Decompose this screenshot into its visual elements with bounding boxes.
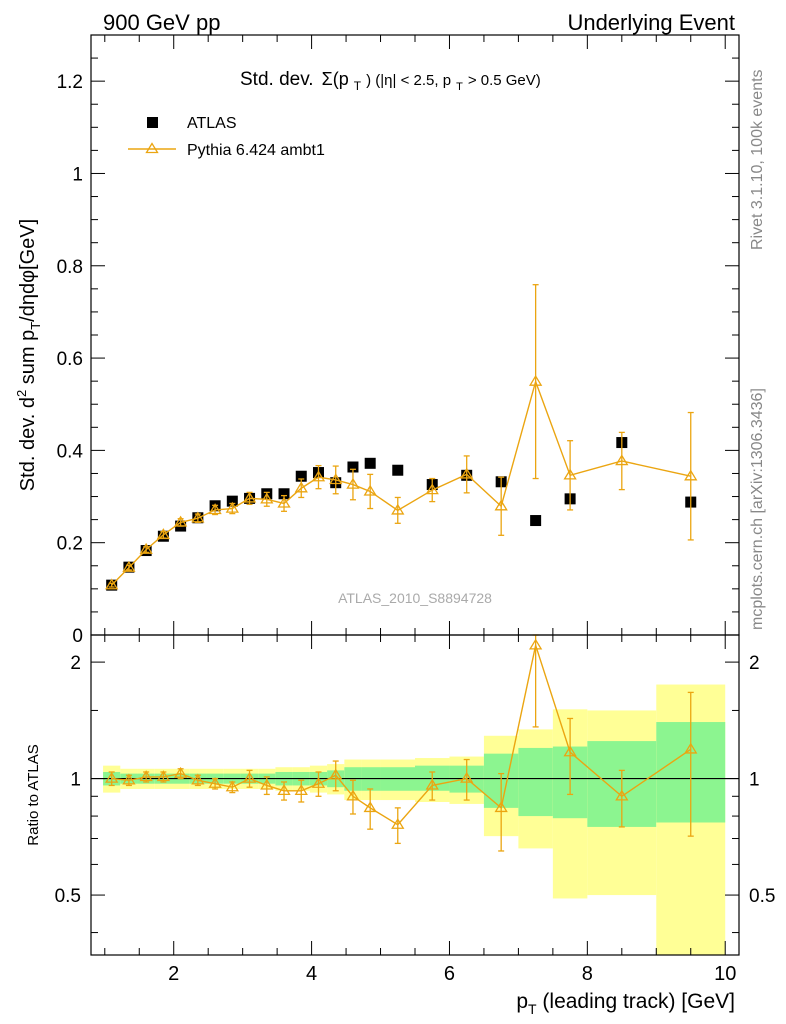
pythia-ratio-point — [425, 778, 439, 790]
ratio-xtick-label: 2 — [168, 963, 179, 985]
atlas-point — [295, 470, 307, 482]
pythia-point — [105, 578, 119, 590]
title-main: Std. dev. — [240, 69, 314, 90]
pythia-point — [563, 468, 577, 480]
analysis-watermark: ATLAS_2010_S8894728 — [338, 590, 492, 606]
main-ylabel: Std. dev. d2 sum pT/dηdφ[GeV] — [14, 219, 43, 491]
pythia-ratio-point — [122, 773, 136, 785]
main-title: Std. dev. Σ(p T ) (|η| < 2.5, p T > 0.5 … — [240, 69, 541, 94]
ratio-xtick-label: 10 — [714, 963, 736, 985]
atlas-point — [226, 495, 238, 507]
legend-marker-atlas — [147, 117, 158, 128]
pythia-ratio-point — [460, 771, 474, 783]
pythia-point — [208, 503, 222, 515]
pythia-ratio-point — [139, 770, 153, 782]
pythia-ratio-point — [156, 770, 171, 782]
ratio-panel: 0.5 0.5 1 1 2 2 2 4 6 8 10 Ratio to ATLAS pT (lead… — [25, 634, 775, 1017]
main-ytick-label: 0.2 — [57, 534, 83, 555]
ratio-xtick-label: 8 — [582, 963, 593, 985]
pythia-ratio-point — [277, 784, 291, 796]
pythia-ratio-point — [311, 776, 326, 788]
pythia-point — [311, 470, 326, 482]
ratio-xlabel: pT (leading track) [GeV] — [516, 990, 735, 1017]
pythia-point — [615, 454, 629, 466]
pythia-ratio-point — [208, 776, 222, 788]
pythia-point — [684, 469, 698, 481]
ratio-ytick-label: 0.5 — [55, 886, 81, 907]
rivet-version-label: Rivet 3.1.10, 100k events — [749, 69, 766, 250]
pythia-point — [391, 503, 405, 515]
pythia-ratio-line — [111, 642, 692, 826]
pythia-ratio-point — [494, 801, 508, 813]
pythia-ratio-point — [346, 789, 360, 801]
pythia-ratio-point — [260, 778, 274, 790]
pythia-ratio-point — [242, 771, 257, 783]
pythia-ratio-point — [191, 773, 205, 785]
pythia-ratio-point — [528, 638, 543, 650]
main-ytick-label: 1.2 — [57, 72, 83, 93]
pythia-ratio-point — [615, 789, 629, 801]
ratio-ytick-label-right: 1 — [749, 770, 760, 791]
legend: ATLAS Pythia 6.424 ambt1 — [128, 115, 325, 159]
pythia-point — [122, 560, 136, 572]
pythia-ratio-point — [105, 771, 119, 783]
mcplots-label: mcplots.cern.ch [arXiv:1306.3436] — [749, 388, 766, 630]
pythia-line — [111, 379, 691, 586]
title-end: > 0.5 GeV) — [468, 72, 541, 89]
header-right-label: Underlying Event — [567, 10, 735, 35]
main-ytick-label: 1 — [72, 164, 83, 185]
pythia-point — [139, 542, 153, 554]
ratio-ylabel: Ratio to ATLAS — [25, 744, 42, 845]
title-rest: ) (|η| < 2.5, p — [366, 72, 451, 89]
legend-marker-pythia — [145, 142, 159, 154]
ratio-ytick-label: 1 — [70, 770, 81, 791]
pythia-point — [528, 374, 543, 386]
pythia-point — [260, 492, 274, 504]
pythia-ratio-point — [173, 766, 188, 778]
pythia-ratio-point — [363, 801, 377, 813]
ratio-xtick-label: 6 — [444, 963, 455, 985]
ratio-xtick-label: 4 — [306, 963, 317, 985]
title-sub2: T — [456, 81, 463, 93]
pythia-point — [156, 528, 171, 540]
pythia-point — [460, 467, 474, 479]
pythia-point — [494, 499, 508, 511]
pythia-ratio-point — [563, 745, 577, 757]
atlas-point — [530, 515, 542, 527]
pythia-point — [242, 491, 257, 503]
legend-label-pythia: Pythia 6.424 ambt1 — [187, 142, 325, 159]
ratio-ytick-label-right: 0.5 — [749, 886, 775, 907]
pythia-ratio-point — [391, 817, 405, 829]
title-sub: T — [354, 79, 362, 93]
atlas-point — [364, 457, 376, 469]
ratio-ytick-label-right: 2 — [749, 653, 760, 674]
main-ytick-label: 0.8 — [57, 257, 83, 278]
atlas-point — [392, 464, 404, 476]
pythia-ratio-point — [329, 768, 343, 780]
header-left-label: 900 GeV pp — [103, 10, 220, 35]
pythia-point — [346, 477, 360, 489]
pythia-ratio-point — [684, 742, 698, 754]
atlas-point — [278, 488, 290, 500]
atlas-point — [347, 461, 359, 473]
pythia-ratio-point — [294, 784, 308, 796]
pythia-point — [277, 496, 291, 508]
ratio-band-inner — [518, 747, 553, 817]
main-ytick-label: 0.4 — [57, 441, 84, 462]
pythia-point — [173, 515, 188, 527]
main-ytick-label: 0.6 — [57, 349, 83, 370]
pythia-point — [329, 473, 343, 485]
main-ytick-label: 0 — [72, 626, 83, 647]
main-panel: 0 0.2 0.4 0.6 0.8 1 1.2 Std. dev. Σ(p T ) (|η|… — [14, 34, 740, 647]
title-sigma: Σ(p — [322, 69, 349, 89]
pythia-point — [363, 484, 377, 496]
pythia-point — [225, 501, 239, 513]
ratio-ytick-label: 2 — [70, 653, 81, 674]
legend-label-atlas: ATLAS — [187, 115, 237, 132]
pythia-point — [294, 481, 308, 493]
pythia-point — [425, 483, 439, 495]
pythia-point — [191, 511, 205, 523]
pythia-ratio-point — [225, 780, 239, 792]
